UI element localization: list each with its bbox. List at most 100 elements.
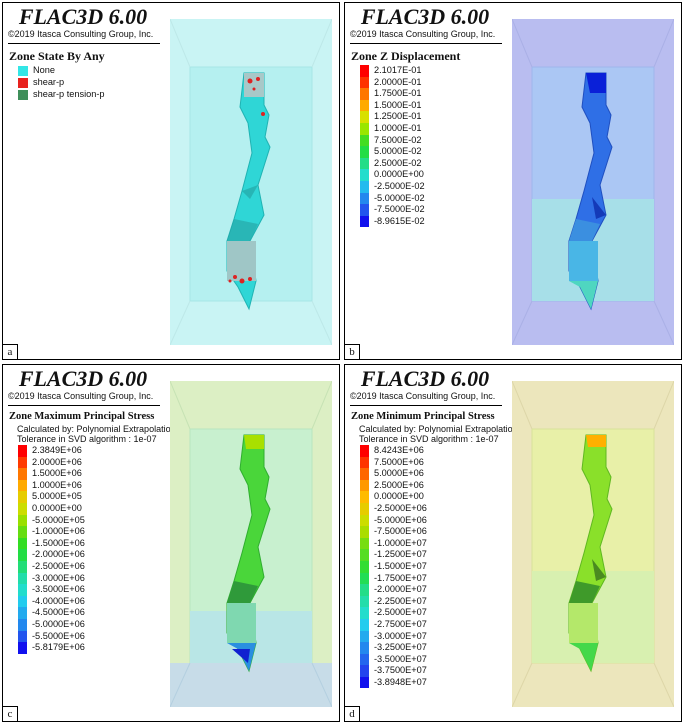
header-divider	[8, 405, 160, 406]
legend-swatch	[18, 479, 27, 492]
model-geometry	[256, 77, 260, 81]
plot-title: Zone Maximum Principal Stress	[9, 411, 155, 422]
legend-swatch	[360, 88, 369, 100]
legend-label: -2.5000E+07	[374, 607, 427, 618]
legend-swatch	[18, 491, 27, 503]
legend-item: 5.0000E+05	[18, 491, 85, 503]
legend-swatch	[360, 134, 369, 147]
legend-swatch	[360, 146, 369, 158]
failure-zone-top	[244, 73, 264, 97]
legend-swatch	[360, 215, 369, 228]
model-view[interactable]	[512, 381, 674, 707]
legend-item: 2.5000E+06	[360, 479, 427, 492]
legend-swatch	[360, 122, 369, 135]
legend-item: None	[18, 65, 105, 77]
legend-item: 2.3849E+06	[18, 445, 85, 457]
model-geometry	[170, 663, 332, 707]
legend-swatch	[360, 456, 369, 469]
legend-swatch	[360, 665, 369, 677]
legend-label: 2.0000E+06	[32, 456, 82, 467]
model-view[interactable]	[512, 19, 674, 345]
legend-label: 0.0000E+00	[32, 502, 82, 513]
model-view[interactable]	[170, 19, 332, 345]
header-divider	[350, 405, 502, 406]
panel-min-principal-stress: FLAC3D 6.00 ©2019 Itasca Consulting Grou…	[344, 364, 682, 722]
legend-item: 2.0000E+06	[18, 456, 85, 469]
legend-item: 0.0000E+00	[18, 502, 85, 515]
legend-swatch	[360, 526, 369, 538]
legend-item: -4.0000E+06	[18, 595, 85, 608]
legend-label: 5.0000E+06	[374, 468, 424, 479]
svd-tolerance: Tolerance in SVD algorithm : 1e-07	[17, 434, 157, 444]
legend-label: 1.5000E-01	[374, 99, 422, 110]
legend-label: -5.5000E+06	[32, 630, 85, 641]
legend-label: -1.0000E+06	[32, 526, 85, 537]
legend-item: -3.5000E+06	[18, 584, 85, 596]
legend-label: -3.8948E+07	[374, 676, 427, 687]
legend-swatch	[18, 526, 27, 538]
legend-swatch	[360, 618, 369, 631]
model-geometry	[592, 197, 606, 219]
model-geometry	[227, 603, 256, 643]
legend-swatch	[360, 180, 369, 193]
legend-label: 2.0000E-01	[374, 76, 422, 87]
legend-item: 8.4243E+06	[360, 445, 427, 457]
legend-swatch	[18, 584, 27, 596]
model-geometry	[170, 300, 191, 345]
model-geometry	[512, 19, 533, 68]
legend-item: -1.5000E+06	[18, 537, 85, 550]
model-geometry	[244, 435, 264, 449]
legend-swatch	[360, 192, 369, 205]
legend-item: 1.7500E-01	[360, 88, 425, 100]
legend-item: -2.0000E+07	[360, 584, 427, 596]
legend-swatch	[18, 630, 27, 643]
brand-title: FLAC3D 6.00	[360, 366, 490, 391]
legend-label: -5.0000E+05	[32, 514, 85, 525]
model-geometry	[227, 581, 258, 603]
legend-item: -1.5000E+07	[360, 560, 427, 573]
legend-item: -3.7500E+07	[360, 665, 427, 677]
legend-swatch	[18, 66, 28, 76]
model-geometry	[512, 300, 533, 345]
legend-item: -2.2500E+07	[360, 595, 427, 608]
legend-item: -3.5000E+07	[360, 653, 427, 666]
model-geometry	[170, 381, 191, 430]
legend-item: -7.5000E+06	[360, 526, 427, 538]
plot-title: Zone Z Displacement	[351, 49, 461, 63]
legend-label: 1.0000E-01	[374, 122, 422, 133]
legend-item: -8.9615E-02	[360, 215, 425, 228]
legend-swatch	[360, 584, 369, 596]
legend-item: shear-p	[18, 77, 105, 89]
legend-item: -3.0000E+06	[18, 572, 85, 585]
model-geometry	[569, 219, 600, 241]
legend-swatch	[18, 572, 27, 585]
legend-item: 1.5000E+06	[18, 468, 85, 480]
legend-item: -1.7500E+07	[360, 572, 427, 585]
legend-swatch	[18, 456, 27, 469]
legend-label: -7.5000E+06	[374, 526, 427, 537]
model-geometry	[569, 581, 600, 603]
legend-item: 5.0000E+06	[360, 468, 427, 480]
copyright: ©2019 Itasca Consulting Group, Inc.	[350, 29, 496, 39]
model-view[interactable]	[170, 381, 332, 707]
legend-swatch	[18, 502, 27, 515]
legend-swatch	[360, 169, 369, 181]
legend-item: 1.5000E-01	[360, 99, 425, 112]
legend-label: -1.2500E+07	[374, 549, 427, 560]
copyright: ©2019 Itasca Consulting Group, Inc.	[8, 391, 154, 401]
model-geometry	[311, 300, 332, 345]
legend-item: -5.0000E-02	[360, 192, 425, 205]
legend-swatch	[360, 157, 369, 170]
legend-swatch	[18, 90, 28, 100]
legend-label: -2.5000E-02	[374, 180, 425, 191]
legend-swatch	[360, 468, 369, 480]
panel-label: d	[345, 706, 360, 721]
legend-label: -2.5000E+06	[374, 502, 427, 513]
legend-label: -4.5000E+06	[32, 607, 85, 618]
plot-title: Zone Minimum Principal Stress	[351, 411, 495, 422]
legend-item: 2.1017E-01	[360, 65, 425, 77]
calc-method: Calculated by: Polynomial Extrapolation	[17, 424, 176, 434]
legend-label: 2.5000E+06	[374, 479, 424, 490]
legend-item: -5.8179E+06	[18, 642, 85, 654]
legend-item: -2.5000E+07	[360, 607, 427, 619]
